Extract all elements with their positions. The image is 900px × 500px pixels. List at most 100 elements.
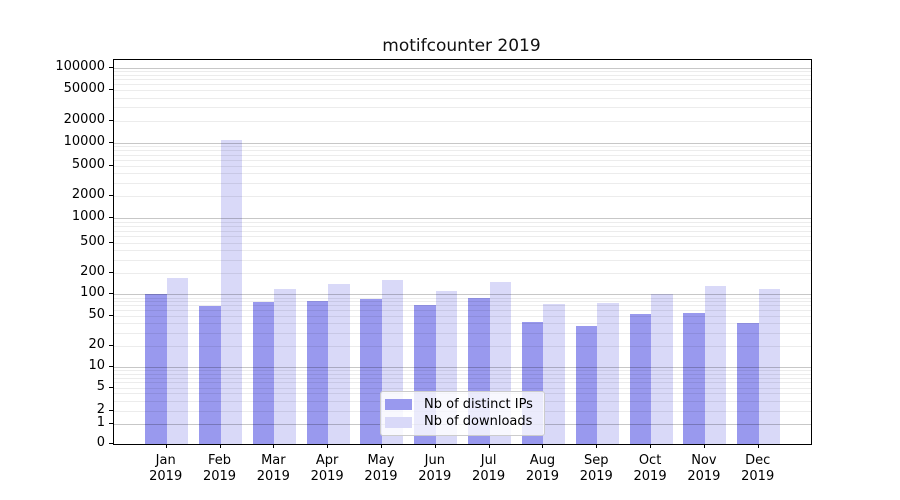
y-tick bbox=[109, 66, 113, 68]
bar-downloads bbox=[704, 285, 727, 444]
gridline-minor bbox=[114, 225, 811, 227]
gridline-minor bbox=[114, 84, 811, 86]
bar-downloads bbox=[328, 284, 350, 444]
gridline-minor bbox=[114, 388, 811, 389]
gridline-minor bbox=[114, 75, 811, 77]
y-tick-label: 500 bbox=[80, 233, 105, 249]
bar-distinct-ips bbox=[145, 294, 167, 444]
bar-downloads bbox=[758, 288, 781, 444]
legend-swatch-downloads-icon bbox=[385, 416, 412, 428]
x-tick-label: Jun 2019 bbox=[418, 453, 452, 484]
gridline-major bbox=[114, 67, 811, 69]
bar-distinct-ips bbox=[199, 306, 221, 444]
x-tick bbox=[165, 444, 167, 448]
gridline-minor bbox=[114, 382, 811, 384]
x-tick bbox=[488, 444, 490, 448]
y-tick bbox=[109, 366, 113, 367]
y-tick bbox=[109, 345, 113, 346]
gridline-minor bbox=[114, 221, 811, 223]
gridline-minor bbox=[114, 121, 811, 122]
x-tick bbox=[219, 444, 221, 448]
y-tick-label: 0 bbox=[96, 435, 105, 450]
gridline-minor bbox=[114, 301, 811, 303]
y-tick bbox=[109, 443, 113, 444]
gridline-minor bbox=[114, 242, 811, 244]
x-tick-label: Mar 2019 bbox=[256, 453, 290, 484]
gridline-minor bbox=[114, 236, 811, 238]
y-tick bbox=[109, 216, 113, 218]
gridline-minor bbox=[114, 182, 811, 184]
gridline-minor bbox=[114, 71, 811, 73]
bar-downloads bbox=[651, 294, 673, 444]
y-tick-label: 20 bbox=[88, 337, 105, 352]
bar-distinct-ips bbox=[252, 302, 275, 444]
plot-area bbox=[113, 59, 812, 445]
y-tick-label: 2000 bbox=[71, 187, 105, 202]
gridline-major bbox=[114, 294, 811, 296]
y-tick-label: 100 bbox=[80, 285, 105, 301]
y-tick-label: 5000 bbox=[71, 157, 105, 173]
x-tick-label: Dec 2019 bbox=[741, 453, 775, 484]
x-tick-label: Feb 2019 bbox=[202, 453, 237, 484]
gridline-minor bbox=[114, 230, 811, 232]
legend: Nb of distinct IPs Nb of downloads bbox=[380, 391, 545, 436]
x-tick-label: Aug 2019 bbox=[525, 453, 559, 484]
gridline-minor bbox=[114, 373, 811, 375]
y-tick bbox=[109, 165, 113, 167]
bar-downloads bbox=[166, 278, 189, 444]
x-tick bbox=[327, 444, 329, 448]
gridline-minor bbox=[114, 273, 811, 275]
y-tick bbox=[109, 422, 113, 424]
x-tick bbox=[650, 444, 652, 448]
y-tick-label: 2 bbox=[96, 401, 105, 417]
bar-distinct-ips bbox=[737, 323, 759, 444]
gridline-minor bbox=[114, 377, 811, 379]
gridline-minor bbox=[114, 160, 811, 162]
y-tick bbox=[109, 315, 113, 316]
gridline-minor bbox=[114, 173, 811, 175]
legend-label-downloads: Nb of downloads bbox=[424, 414, 533, 430]
bar-downloads bbox=[274, 288, 296, 444]
y-tick bbox=[109, 195, 113, 196]
gridline-minor bbox=[114, 107, 811, 109]
gridline-minor bbox=[114, 332, 811, 334]
x-tick bbox=[380, 444, 382, 448]
bar-distinct-ips bbox=[683, 313, 705, 444]
gridline-minor bbox=[114, 97, 811, 99]
x-tick-label: Apr 2019 bbox=[310, 453, 344, 484]
x-tick bbox=[757, 444, 759, 448]
x-tick bbox=[273, 444, 275, 448]
bar-downloads bbox=[220, 139, 243, 444]
gridline-minor bbox=[114, 310, 811, 312]
y-tick-label: 1 bbox=[96, 414, 105, 430]
gridline-major bbox=[114, 142, 811, 144]
x-tick bbox=[542, 444, 544, 448]
y-tick bbox=[109, 89, 113, 91]
legend-swatch-distinct-ips-icon bbox=[385, 399, 412, 411]
y-tick-label: 50000 bbox=[63, 81, 105, 97]
y-tick bbox=[109, 409, 113, 411]
gridline-minor bbox=[114, 150, 811, 152]
y-tick-label: 10 bbox=[88, 358, 105, 373]
gridline-minor bbox=[114, 323, 811, 325]
gridline-minor bbox=[114, 154, 811, 156]
gridline-major bbox=[114, 367, 811, 368]
y-tick-label: 5 bbox=[96, 379, 105, 394]
gridline-minor bbox=[114, 79, 811, 81]
gridline-major bbox=[114, 217, 811, 219]
gridline-minor bbox=[114, 297, 811, 299]
x-tick-label: Oct 2019 bbox=[633, 453, 667, 484]
x-tick-label: May 2019 bbox=[364, 453, 398, 484]
bar-distinct-ips bbox=[629, 314, 652, 444]
y-tick bbox=[109, 272, 113, 274]
y-tick-label: 50 bbox=[88, 307, 105, 322]
gridline-minor bbox=[114, 305, 811, 307]
y-tick-label: 200 bbox=[80, 264, 105, 280]
y-tick bbox=[109, 141, 113, 143]
y-tick bbox=[109, 120, 113, 121]
gridline-minor bbox=[114, 196, 811, 197]
legend-item-downloads: Nb of downloads bbox=[385, 414, 536, 430]
y-tick bbox=[109, 387, 113, 388]
chart-title: motifcounter 2019 bbox=[382, 36, 541, 56]
